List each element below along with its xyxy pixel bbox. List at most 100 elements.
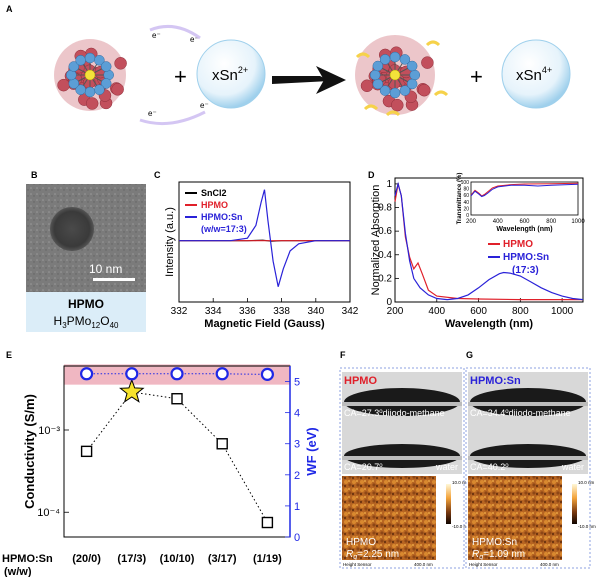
legend-entry: HPMO (201, 200, 228, 210)
inset-x-tick-label: 600 (519, 219, 530, 225)
y-axis-label: Intensity (a.u.) (164, 207, 176, 277)
plus-sign-2: + (470, 64, 483, 89)
y2-tick-label: 0 (294, 532, 300, 544)
inset-y-tick-label: 0 (466, 213, 469, 219)
panel-f: HPMOCA=27.3odiiodo-methaneCA=20.7o water1… (340, 368, 470, 568)
sample-label: HPMO:Sn (470, 375, 521, 387)
inset-x-tick-label: 800 (546, 219, 557, 225)
substrate-top (468, 402, 588, 406)
conductivity-point (82, 446, 92, 456)
sn2-bubble: xSn2+ (197, 40, 265, 108)
scale-bar (93, 278, 135, 281)
contact-angle-medium: water (561, 462, 584, 472)
electron-label: e⁻ (148, 109, 157, 118)
x-tick-label: 1000 (551, 306, 574, 317)
x-tick-label: 600 (470, 306, 487, 317)
legend-entry: (w/w=17:3) (201, 224, 247, 234)
y2-tick-label: 4 (294, 408, 300, 420)
category-label: (1/19) (253, 553, 282, 565)
inset-x-axis-label: Wavelength (nm) (496, 226, 552, 233)
inset-y-tick-label: 20 (463, 206, 469, 212)
inset-x-tick-label: 1000 (571, 219, 585, 225)
conductivity-line (87, 392, 268, 523)
panel-g: HPMO:Sn CA=34.4odiiodo-methane CA=40.2o wat… (466, 368, 596, 568)
x-tick-label: 336 (239, 306, 256, 317)
afm-sample-label: HPMO (346, 537, 376, 548)
molybdenum-atom (380, 54, 390, 64)
substrate-bottom (342, 456, 462, 460)
y-axis-label: Conductivity (S/m) (22, 394, 37, 509)
y-tick-label: 0 (386, 297, 392, 308)
wf-point (217, 368, 228, 379)
footer-left: Height Sensor (343, 562, 372, 567)
afm-colorbar (446, 484, 451, 524)
conductivity-wf-chart: (20/0) (17/3) (10/10) (3/17) (1/19)HPMO:Sn(w… (2, 364, 319, 577)
oxygen-atom (115, 57, 127, 69)
hpmo-caption-box: HPMO H3PMo12O40 (26, 292, 146, 332)
molecule-left (54, 39, 127, 111)
molybdenum-atom (85, 53, 95, 63)
panel-label-d: D (368, 170, 375, 180)
y-tick-label: 10⁻⁴ (37, 507, 60, 519)
molybdenum-atom (101, 62, 111, 72)
charge-arc (427, 42, 439, 45)
molybdenum-atom (85, 87, 95, 97)
oxygen-atom (391, 99, 403, 111)
inset-y-tick-label: 80 (463, 187, 469, 193)
x-tick-label: 800 (512, 306, 529, 317)
oxygen-atom (418, 84, 430, 96)
molybdenum-atom (94, 85, 104, 95)
molybdenum-atom (76, 55, 86, 65)
inset-y-tick-label: 60 (463, 193, 469, 199)
molybdenum-atom (370, 70, 380, 80)
y2-axis-label: WF (eV) (304, 427, 319, 475)
oxygen-atom (361, 80, 373, 92)
conductivity-point (262, 518, 272, 528)
y2-tick-label: 5 (294, 377, 300, 389)
category-label: (17/3) (117, 553, 146, 565)
contact-angle-medium: water (435, 462, 458, 472)
footer-left: Height Sensor (469, 562, 498, 567)
colorbar-bottom-label: -10.0 nm (578, 524, 596, 529)
plot-frame (64, 366, 290, 537)
tem-image: 10 nm (26, 184, 146, 292)
molybdenum-atom (400, 86, 410, 96)
reaction-arrow (272, 66, 346, 94)
category-label: (3/17) (208, 553, 237, 565)
y-tick-label: 1 (386, 179, 392, 190)
category-label: (10/10) (160, 553, 195, 565)
sn4-bubble: xSn4+ (502, 40, 570, 108)
oxygen-atom (112, 83, 124, 95)
legend-entry: HPMO (503, 239, 533, 250)
y2-tick-label: 2 (294, 470, 300, 482)
molecule-right (355, 35, 447, 115)
category-label: (20/0) (72, 553, 101, 565)
oxygen-atom (421, 57, 433, 69)
molybdenum-atom (373, 79, 383, 89)
phosphorus-atom (390, 70, 400, 80)
scale-bar-label: 10 nm (89, 262, 122, 276)
substrate-bottom (468, 456, 588, 460)
y-tick-label: 10⁻³ (38, 425, 60, 437)
contact-angle-bottom: CA=20.7o (344, 462, 383, 472)
panel-label-a: A (6, 4, 13, 14)
molybdenum-atom (407, 61, 417, 71)
footer-right: 400.0 nm (414, 562, 433, 567)
oxygen-atom (58, 79, 70, 91)
wf-point (172, 368, 183, 379)
panel-label-b: B (31, 170, 38, 180)
inset-y-axis-label: Transmittance (%) (457, 173, 463, 225)
x-axis-unit: (w/w) (4, 566, 32, 577)
x-tick-label: 332 (171, 306, 188, 317)
molybdenum-atom (390, 52, 400, 62)
inset-x-tick-label: 400 (493, 219, 504, 225)
panel-label-g: G (466, 350, 473, 360)
y2-tick-label: 1 (294, 501, 300, 513)
hpmo-name: HPMO (68, 297, 104, 311)
figure: A + xSn2+ + xSn4+ e⁻ e⁻ e⁻ e⁻ B 10 nm (0, 0, 600, 577)
conductivity-point (172, 394, 182, 404)
wf-point (262, 369, 273, 380)
x-tick-label: 340 (307, 306, 324, 317)
contact-angle-bottom: CA=40.2o (470, 462, 509, 472)
legend-entry: (17:3) (512, 265, 539, 276)
